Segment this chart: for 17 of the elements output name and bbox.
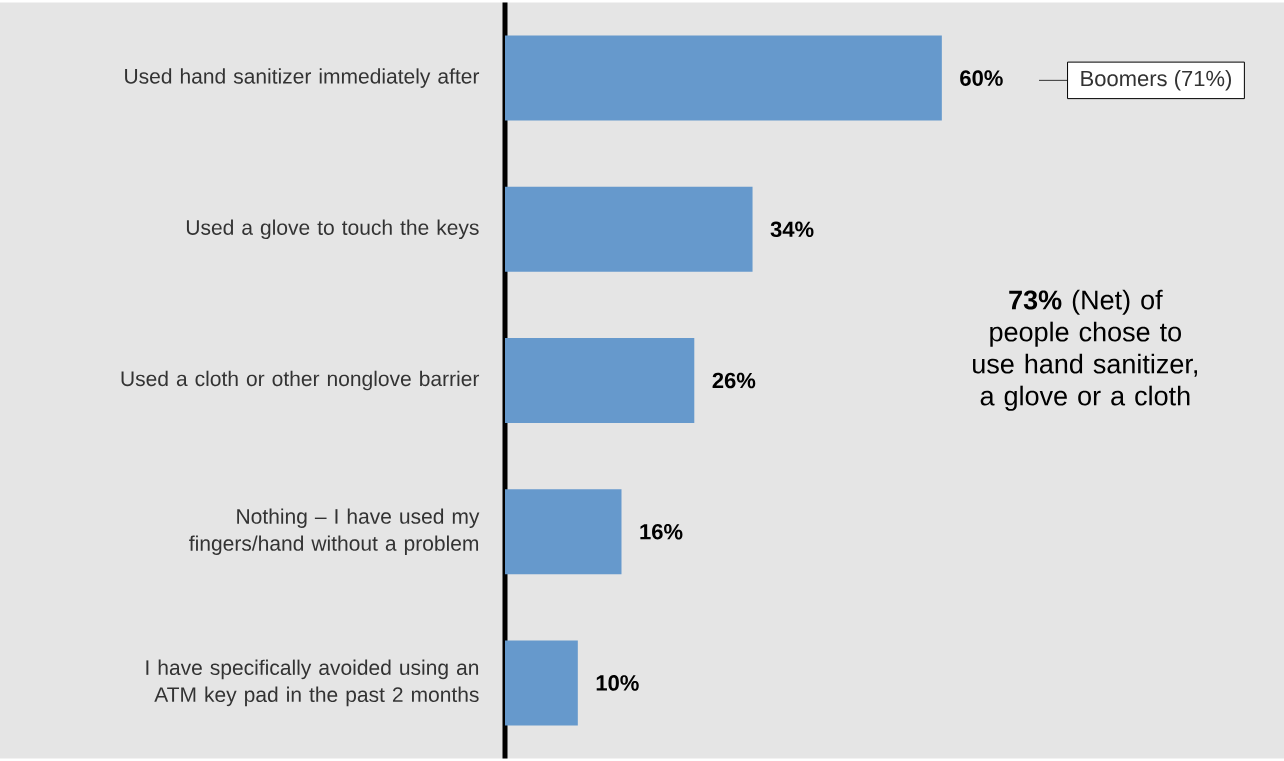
data-label: 34% xyxy=(770,221,814,238)
y-tick-label: Used a glove to touch the keys xyxy=(186,219,479,240)
data-label: 10% xyxy=(596,675,639,691)
data-label: 26% xyxy=(712,372,756,389)
bar xyxy=(505,640,578,726)
bar xyxy=(505,186,753,272)
y-tick-label: Nothing – I have used my fingers/hand without a problem xyxy=(189,508,480,555)
data-label: 60% xyxy=(960,70,1003,86)
bar xyxy=(505,489,622,575)
bar xyxy=(505,338,695,423)
y-tick-label: Used hand sanitizer immediately after xyxy=(125,68,480,88)
y-tick-label: I have specifically avoided using an ATM key pad in the past 2 months xyxy=(146,659,479,707)
bar xyxy=(505,35,942,121)
y-tick-label: Used a cloth or other nonglove barrier xyxy=(121,370,480,391)
text: Boomers (71%) xyxy=(1081,70,1231,91)
data-label: 16% xyxy=(640,523,683,540)
text: 73% (Net) of people chose to use hand sanitizer, a glove or a cloth xyxy=(973,289,1197,411)
